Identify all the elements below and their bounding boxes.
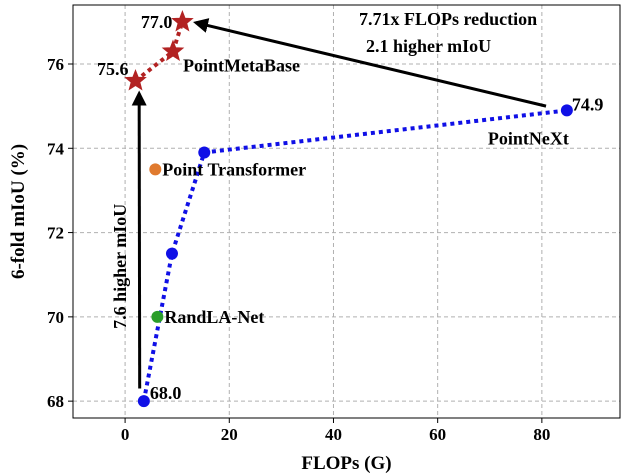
ticks: 0 20 40 60 80 68 70 72 74 76: [47, 55, 550, 444]
pointmetabase-point: [171, 9, 194, 32]
pointnext-point: [198, 146, 211, 159]
label-pointnext: PointNeXt: [488, 128, 569, 148]
miou-gain-arrow: [131, 90, 147, 389]
pointnext-point: [165, 247, 178, 260]
y-tick-label: 74: [47, 139, 65, 158]
pointnext-point: [560, 104, 573, 117]
label-7-6-higher-miou: 7.6 higher mIoU: [110, 204, 130, 329]
label-75-6: 75.6: [97, 59, 129, 79]
grid: [73, 5, 620, 418]
x-axis-label: FLOPs (G): [301, 453, 391, 474]
pointmetabase-point: [161, 39, 185, 62]
label-randla-net: RandLA-Net: [164, 307, 264, 327]
point-transformer-point: [149, 163, 162, 176]
label-point-transformer: Point Transformer: [162, 159, 306, 179]
pointmetabase-point: [124, 69, 147, 91]
x-tick-label: 40: [325, 425, 342, 444]
label-68-0: 68.0: [150, 383, 182, 403]
y-tick-label: 68: [47, 392, 64, 411]
y-tick-label: 76: [47, 55, 64, 74]
x-tick-label: 0: [121, 425, 130, 444]
y-axis-label: 6-fold mIoU (%): [8, 144, 29, 279]
markers: [124, 9, 573, 408]
y-tick-label: 72: [47, 224, 64, 243]
randla-net-point: [151, 310, 164, 323]
series-lines: [134, 21, 568, 402]
label-2-1-higher-miou: 2.1 higher mIoU: [366, 36, 491, 56]
x-tick-label: 20: [221, 425, 238, 444]
plot-frame: [72, 4, 621, 419]
x-tick-label: 80: [533, 425, 550, 444]
flops-reduction-arrow: [193, 18, 547, 108]
label-77-0: 77.0: [141, 12, 173, 32]
label-74-9: 74.9: [572, 94, 604, 114]
label-pointmetabase: PointMetaBase: [183, 55, 300, 75]
label-flops-reduction: 7.71x FLOPs reduction: [359, 9, 537, 29]
y-tick-label: 70: [47, 308, 64, 327]
pointnext-point: [137, 395, 150, 408]
arrows: [131, 18, 547, 389]
pointnext-series-line: [141, 108, 568, 402]
x-tick-label: 60: [429, 425, 446, 444]
